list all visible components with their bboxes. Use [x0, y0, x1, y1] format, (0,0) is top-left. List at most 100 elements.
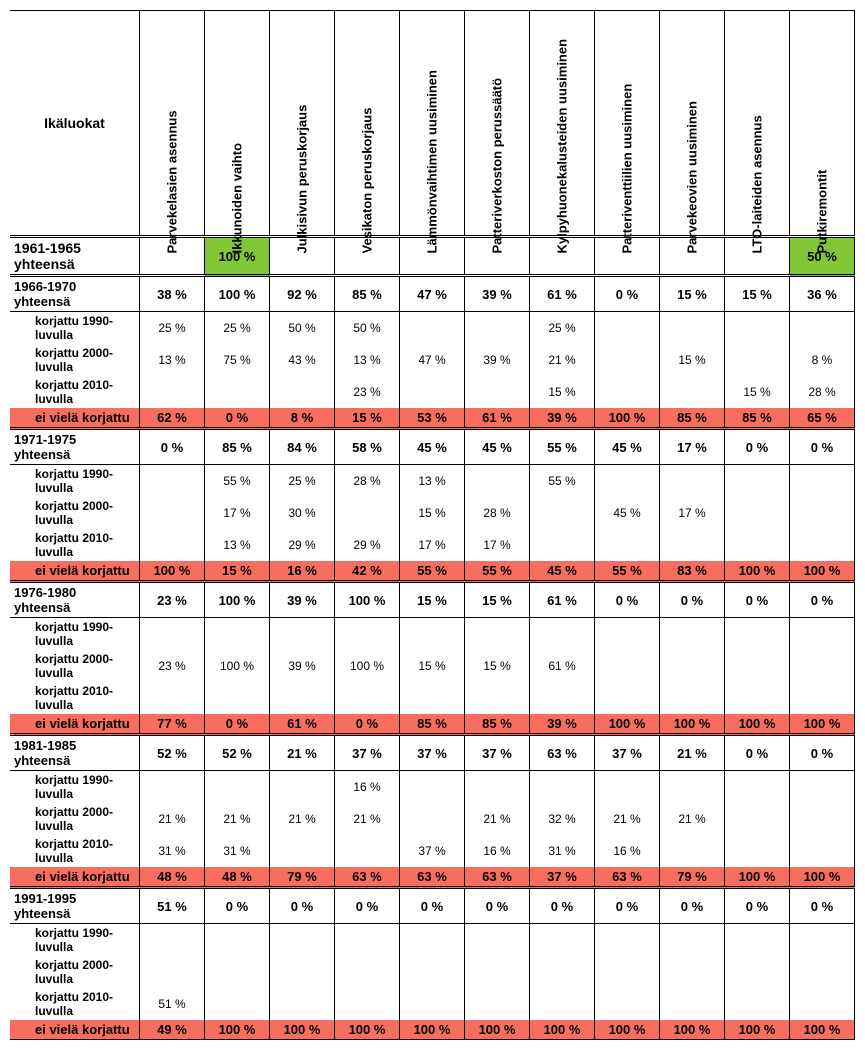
cell: 45 %: [530, 561, 595, 582]
cell: [205, 771, 270, 804]
cell: [790, 835, 855, 867]
cell: 47 %: [400, 276, 465, 312]
header-row: Ikäluokat Parvekelasien asennusIkkunoide…: [10, 11, 855, 237]
cell: 13 %: [205, 529, 270, 561]
cell: 0 %: [725, 429, 790, 465]
cell: 0 %: [660, 582, 725, 618]
not-repaired-label: ei vielä korjattu: [10, 408, 140, 429]
col-header: Patteriverkoston perussäätö: [465, 11, 530, 237]
cell: [725, 956, 790, 988]
cell: 92 %: [270, 276, 335, 312]
cell: [335, 988, 400, 1020]
not-repaired-row: ei vielä korjattu49 %100 %100 %100 %100 …: [10, 1020, 855, 1040]
cell: 15 %: [660, 344, 725, 376]
cell: 100 %: [335, 1020, 400, 1040]
cell: [465, 312, 530, 345]
cell: 21 %: [530, 344, 595, 376]
cell: 100 %: [595, 714, 660, 735]
cell: 17 %: [205, 497, 270, 529]
cell: 0 %: [595, 276, 660, 312]
cell: 51 %: [140, 988, 205, 1020]
cell: [335, 682, 400, 714]
cell: 45 %: [400, 429, 465, 465]
cell: 16 %: [335, 771, 400, 804]
cell: 47 %: [400, 344, 465, 376]
sub-row: korjattu 1990-luvulla55 %25 %28 %13 %55 …: [10, 465, 855, 498]
cell: 31 %: [530, 835, 595, 867]
cell: [140, 497, 205, 529]
cell: 55 %: [205, 465, 270, 498]
cell: [270, 376, 335, 408]
cell: 25 %: [270, 465, 335, 498]
cell: 61 %: [270, 714, 335, 735]
cell: 16 %: [465, 835, 530, 867]
cell: 15 %: [465, 650, 530, 682]
col-header: Ikkunoiden vaihto: [205, 11, 270, 237]
cell: [530, 529, 595, 561]
cell: [790, 988, 855, 1020]
group-total-row: 1991-1995 yhteensä51 %0 %0 %0 %0 %0 %0 %…: [10, 888, 855, 924]
cell: 79 %: [270, 867, 335, 888]
cell: 48 %: [205, 867, 270, 888]
cell: [725, 650, 790, 682]
cell: 0 %: [725, 735, 790, 771]
not-repaired-row: ei vielä korjattu77 %0 %61 %0 %85 %85 %3…: [10, 714, 855, 735]
cell: [335, 618, 400, 651]
cell: [205, 682, 270, 714]
cell: [140, 924, 205, 957]
cell: 31 %: [140, 835, 205, 867]
sub-row: korjattu 2010-luvulla: [10, 682, 855, 714]
cell: [595, 376, 660, 408]
cell: 65 %: [790, 408, 855, 429]
cell: 100 %: [270, 1020, 335, 1040]
sub-row-label: korjattu 2000-luvulla: [10, 650, 140, 682]
cell: 55 %: [595, 561, 660, 582]
cell: [660, 650, 725, 682]
sub-row: korjattu 2000-luvulla21 %21 %21 %21 %21 …: [10, 803, 855, 835]
cell: [660, 988, 725, 1020]
cell: 100 %: [790, 714, 855, 735]
cell: 8 %: [790, 344, 855, 376]
cell: [465, 924, 530, 957]
cell: [270, 682, 335, 714]
cell: 43 %: [270, 344, 335, 376]
sub-row: korjattu 1990-luvulla: [10, 924, 855, 957]
cell: 100 %: [140, 561, 205, 582]
cell: [725, 835, 790, 867]
cell: [400, 618, 465, 651]
cell: 39 %: [270, 650, 335, 682]
sub-row-label: korjattu 2000-luvulla: [10, 497, 140, 529]
cell: 15 %: [530, 376, 595, 408]
cell: 55 %: [400, 561, 465, 582]
cell: [465, 956, 530, 988]
cell: [595, 344, 660, 376]
col-header: Patteriventtiilien uusiminen: [595, 11, 660, 237]
cell: 28 %: [465, 497, 530, 529]
cell: [465, 771, 530, 804]
col-header: Parvekeovien uusiminen: [660, 11, 725, 237]
cell: 100 %: [595, 408, 660, 429]
cell: [140, 465, 205, 498]
cell: [725, 529, 790, 561]
cell: 61 %: [530, 276, 595, 312]
cell: 17 %: [465, 529, 530, 561]
cell: 100 %: [595, 1020, 660, 1040]
cell: 100 %: [400, 1020, 465, 1040]
cell: [530, 497, 595, 529]
cell: 37 %: [465, 735, 530, 771]
cell: [400, 682, 465, 714]
cell: [400, 956, 465, 988]
cell: 39 %: [530, 408, 595, 429]
cell: [725, 682, 790, 714]
cell: 0 %: [595, 888, 660, 924]
cell: 32 %: [530, 803, 595, 835]
cell: [400, 803, 465, 835]
cell: [140, 682, 205, 714]
not-repaired-label: ei vielä korjattu: [10, 714, 140, 735]
cell: [660, 618, 725, 651]
cell: 13 %: [140, 344, 205, 376]
cell: [530, 682, 595, 714]
cell: 51 %: [140, 888, 205, 924]
cell: [400, 988, 465, 1020]
cell: [205, 618, 270, 651]
